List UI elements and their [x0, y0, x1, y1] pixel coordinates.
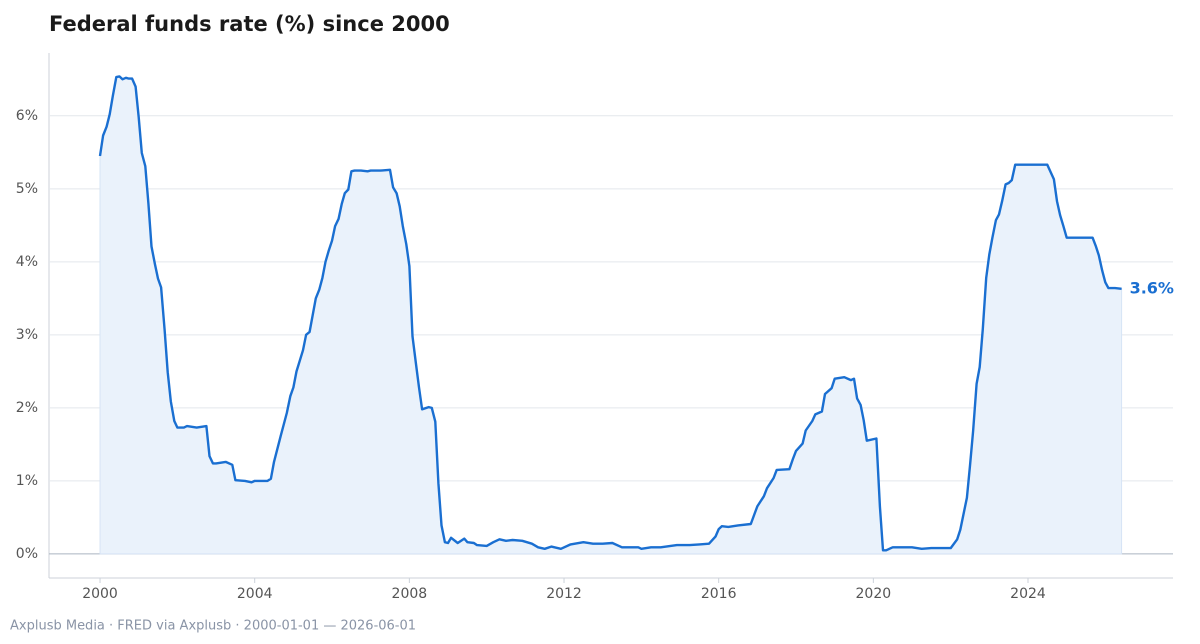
y-tick-label: 3%	[16, 327, 38, 343]
source-note: Axplusb Media · FRED via Axplusb · 2000-…	[10, 619, 416, 634]
x-tick-label: 2012	[546, 586, 582, 602]
y-tick-label: 5%	[16, 181, 38, 197]
line	[98, 75, 1122, 552]
y-tick-label: 6%	[16, 108, 38, 124]
chart-title: Federal funds rate (%) since 2000	[49, 12, 450, 36]
y-tick-label: 0%	[16, 546, 38, 562]
end-label: 3.6%	[1130, 278, 1174, 297]
x-tick-label: 2004	[237, 586, 273, 602]
x-tick-label: 2016	[701, 586, 737, 602]
y-tick-label: 2%	[16, 400, 38, 416]
x-tick-label: 2008	[392, 586, 428, 602]
y-tick-label: 1%	[16, 473, 38, 489]
x-tick-label: 2000	[82, 586, 118, 602]
x-tick-label: 2020	[856, 586, 892, 602]
x-tick-label: 2024	[1010, 586, 1046, 602]
y-tick-label: 4%	[16, 254, 38, 270]
